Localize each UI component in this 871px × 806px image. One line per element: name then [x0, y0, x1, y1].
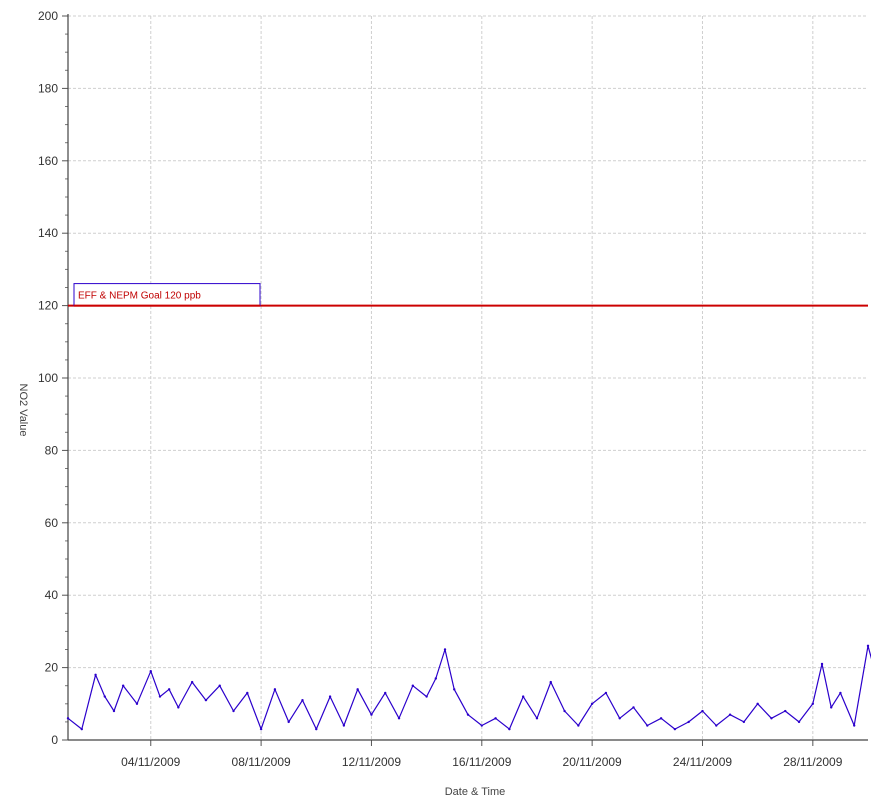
y-tick-label: 60 [45, 516, 59, 530]
data-point [103, 695, 106, 698]
data-point [149, 670, 152, 673]
y-tick-label: 160 [38, 154, 58, 168]
y-tick-label: 200 [38, 9, 58, 23]
data-point [839, 691, 842, 695]
no2-series-line [67, 645, 871, 730]
x-tick-label: 20/11/2009 [563, 755, 622, 769]
data-point [112, 709, 116, 713]
data-point [728, 713, 732, 716]
data-point [820, 662, 824, 666]
data-point [434, 677, 438, 680]
y-tick-label: 140 [38, 226, 58, 240]
data-point [411, 684, 415, 687]
data-point [356, 688, 359, 691]
y-axis-label: NO2 Value [17, 384, 29, 437]
data-point [632, 706, 635, 709]
data-point [328, 695, 332, 698]
data-point [232, 709, 235, 713]
data-point [784, 709, 787, 713]
data-point [259, 727, 263, 731]
data-point [770, 717, 773, 720]
data-point [301, 698, 304, 702]
data-point [218, 684, 221, 687]
y-tick-label: 180 [38, 81, 58, 95]
x-tick-label: 12/11/2009 [342, 755, 401, 769]
data-point [204, 698, 208, 702]
data-point [535, 717, 539, 720]
data-point [618, 717, 621, 720]
axes: 0 20 40 60 80 100 120 140 160 180 200 04/11/2009 08/… [38, 9, 868, 769]
x-tick-label: 04/11/2009 [121, 755, 180, 769]
data-point [384, 691, 387, 695]
data-point [287, 720, 290, 724]
x-tick-label: 16/11/2009 [452, 755, 511, 769]
data-point [797, 720, 801, 724]
data-point [480, 724, 483, 727]
x-tick-label: 28/11/2009 [783, 755, 842, 769]
data-point [604, 691, 608, 695]
goal-label: EFF & NEPM Goal 120 ppb [78, 291, 201, 302]
y-tick-label: 80 [45, 443, 59, 457]
data-point [866, 644, 870, 648]
data-point [167, 688, 171, 691]
data-point [687, 720, 690, 724]
data-point [370, 713, 373, 716]
y-tick-label: 100 [38, 371, 58, 385]
data-point [756, 702, 759, 705]
data-point [80, 727, 83, 731]
data-point [590, 702, 594, 705]
data-point [315, 727, 318, 731]
data-point [177, 706, 180, 709]
y-tick-label: 40 [45, 588, 59, 602]
data-point [158, 695, 162, 698]
x-tick-label: 08/11/2009 [232, 755, 291, 769]
data-point [135, 702, 139, 705]
x-tick-label: 24/11/2009 [673, 755, 732, 769]
data-point [453, 688, 456, 691]
data-point [853, 724, 856, 727]
data-point [190, 680, 194, 684]
data-point [425, 695, 428, 698]
data-point [646, 724, 649, 727]
data-point [830, 706, 833, 709]
data-point [549, 680, 552, 684]
data-point [811, 702, 815, 705]
data-point [494, 717, 497, 720]
y-tick-label: 20 [45, 661, 59, 675]
data-point [121, 684, 125, 687]
x-axis-label: Date & Time [445, 786, 506, 798]
goal-reference: EFF & NEPM Goal 120 ppb [68, 283, 868, 307]
data-point [466, 713, 470, 716]
grid [68, 15, 868, 740]
data-point [443, 648, 447, 651]
data-point [66, 717, 70, 720]
y-tick-label: 0 [51, 733, 58, 747]
series-layer [66, 644, 871, 731]
data-point [94, 673, 97, 677]
y-tick-label: 120 [38, 299, 58, 313]
data-point [273, 688, 277, 691]
data-point [742, 720, 746, 724]
data-point [701, 709, 704, 713]
data-point [508, 727, 511, 731]
data-point [577, 724, 580, 727]
data-point [563, 709, 566, 713]
data-point [715, 724, 718, 727]
data-point [246, 691, 249, 695]
data-point [659, 717, 663, 720]
data-point [342, 724, 346, 727]
data-point [521, 695, 525, 698]
data-point [397, 717, 401, 720]
data-point [673, 727, 677, 731]
